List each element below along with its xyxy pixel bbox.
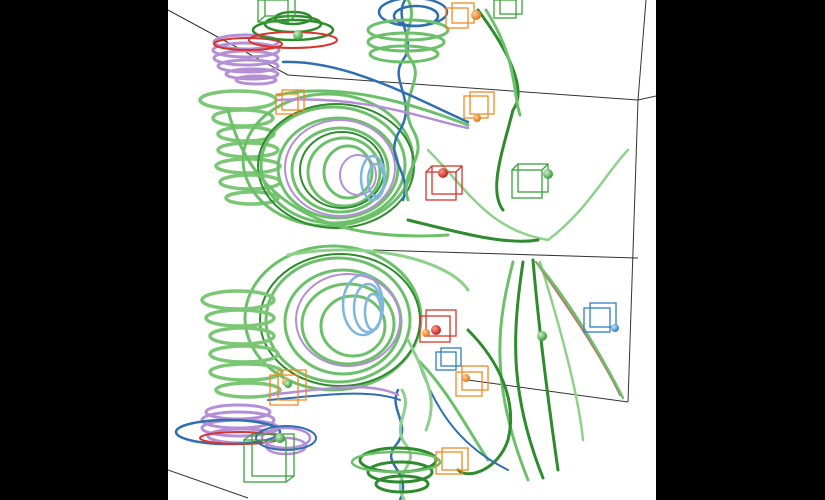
seed-box-icon xyxy=(583,302,617,333)
seed-sphere-icon xyxy=(611,324,619,332)
seed-box-icon xyxy=(445,2,475,29)
lower-vortex-streamlines xyxy=(174,244,625,500)
seed-sphere-icon xyxy=(438,168,448,178)
seed-sphere-icon xyxy=(293,30,303,40)
seed-box-icon xyxy=(419,309,457,343)
seed-markers xyxy=(243,0,619,483)
seed-sphere-icon xyxy=(471,10,481,20)
seed-sphere-icon xyxy=(543,169,553,179)
domain-bounding-box xyxy=(168,0,656,499)
seed-sphere-icon xyxy=(473,114,481,122)
seed-sphere-icon xyxy=(422,329,430,337)
seed-box-icon xyxy=(269,369,307,406)
seed-sphere-icon xyxy=(431,325,441,335)
seed-box-icon xyxy=(511,163,549,199)
seed-box-icon xyxy=(435,347,462,371)
seed-sphere-icon xyxy=(537,331,547,341)
seed-box-icon xyxy=(435,447,469,475)
seed-box-icon xyxy=(493,0,523,19)
seed-box-icon xyxy=(463,91,495,119)
seed-box-icon xyxy=(275,89,305,115)
render-viewport[interactable] xyxy=(168,0,656,500)
letterbox-right xyxy=(656,0,825,500)
seed-box-icon xyxy=(243,433,295,483)
seed-sphere-icon xyxy=(462,374,470,382)
letterbox-left xyxy=(0,0,168,500)
seed-box-icon xyxy=(257,0,296,23)
seed-sphere-icon xyxy=(284,380,292,388)
streamline-scene xyxy=(168,0,656,500)
upper-vortex-streamlines xyxy=(198,0,630,243)
seed-sphere-icon xyxy=(275,433,285,443)
